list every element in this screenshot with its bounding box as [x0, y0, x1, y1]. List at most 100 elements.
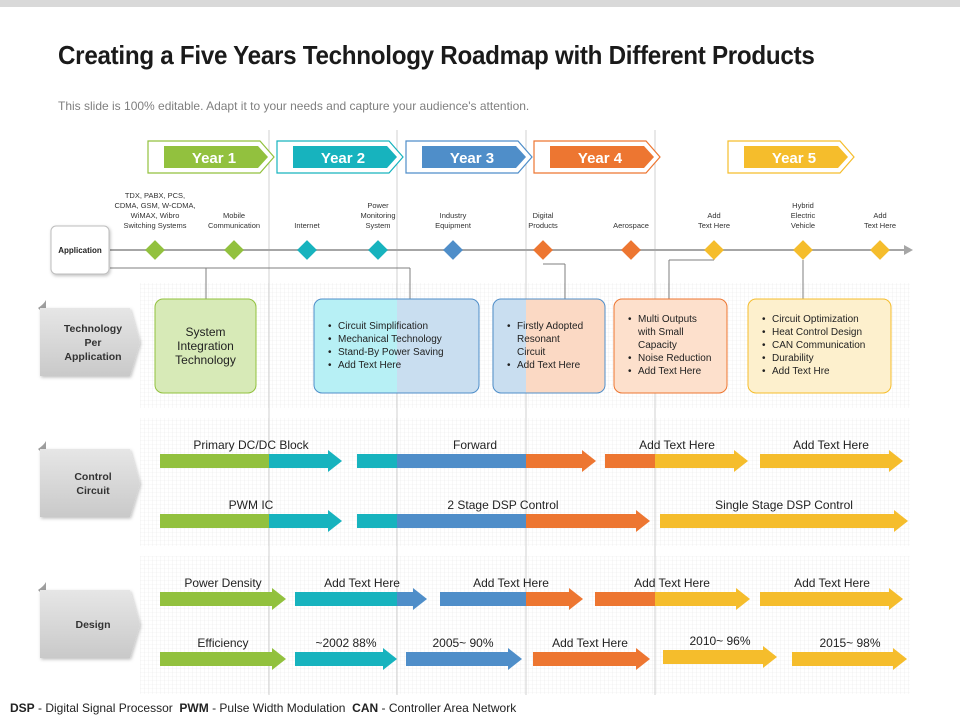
control-row1-arrow1 [160, 450, 342, 472]
tech-box-2: • Circuit Simplification • Mechanical Techn… [313, 298, 480, 394]
milestone-label: Communication [208, 221, 260, 230]
control-row2-label3: Single Stage DSP Control [715, 498, 853, 512]
design-row1-arrow5 [760, 588, 903, 610]
year-label: Year 4 [578, 150, 623, 167]
milestone-diamond [870, 240, 890, 260]
arrow-segment [406, 652, 508, 666]
design-row2-arrow4 [533, 648, 650, 670]
tech-box-text: System [185, 325, 225, 339]
arrow-segment [526, 454, 582, 468]
year-label: Year 5 [772, 150, 816, 167]
bullet-icon: • [328, 347, 332, 358]
milestone-label: Digital [533, 211, 554, 220]
tech-box-5: • Circuit Optimization • Heat Control Desig… [747, 298, 892, 394]
tech-box-item: with Small [637, 327, 684, 338]
bullet-icon: • [762, 366, 766, 377]
year-arrow-fill [164, 146, 268, 168]
footnote-text-can: - Controller Area Network [378, 701, 517, 715]
milestone-diamond [621, 240, 641, 260]
tech-box-item: Multi Outputs [638, 314, 697, 325]
bullet-icon: • [628, 366, 632, 377]
tech-box-right-fill [526, 299, 605, 393]
arrow-segment [295, 652, 383, 666]
year-label: Year 3 [450, 150, 494, 167]
footnote-text-pwm: - Pulse Width Modulation [208, 701, 353, 715]
design-row2-label5: 2010~ 96% [689, 634, 750, 648]
design-row1-label1: Power Density [184, 576, 261, 590]
page-subtitle: This slide is 100% editable. Adapt it to… [58, 99, 530, 113]
section-tab-bg [40, 590, 140, 658]
milestone-label: System [365, 221, 390, 230]
control-row1-label4: Add Text Here [793, 438, 869, 452]
arrow-head [569, 588, 583, 610]
year-arrow-fill [550, 146, 654, 168]
arrow-segment [397, 514, 526, 528]
section-technology-tab: Technology Per Application [38, 300, 140, 376]
grid-panel-design [140, 556, 910, 694]
arrow-segment [397, 454, 526, 468]
bullet-icon: • [628, 353, 632, 364]
milestone-label: Products [528, 221, 558, 230]
arrow-segment [595, 592, 655, 606]
application-label: Application [58, 246, 102, 255]
control-row2-arrow1 [160, 510, 342, 532]
design-row2-arrow1 [160, 648, 286, 670]
tech-box-item: Add Text Here [338, 360, 402, 371]
bullet-icon: • [328, 360, 332, 371]
arrow-segment [526, 592, 569, 606]
tech-box-bg [613, 298, 728, 394]
arrow-head [272, 588, 286, 610]
arrow-head [636, 510, 650, 532]
arrow-segment [269, 454, 328, 468]
year-label: Year 2 [321, 150, 365, 167]
section-tab-label: Control [74, 471, 111, 483]
tech-box-bg [154, 298, 257, 394]
tech-box-item: Add Text Hre [772, 366, 830, 377]
tech-box-border [492, 298, 606, 394]
design-row2-arrow6 [792, 648, 907, 670]
bullet-icon: • [762, 314, 766, 325]
arrow-head [763, 646, 777, 668]
control-row2-arrow2 [357, 510, 650, 532]
control-row2-label2: 2 Stage DSP Control [447, 498, 558, 512]
control-row1-label2: Forward [453, 438, 497, 452]
year-1-arrow: Year 1 [147, 140, 275, 174]
tech-box-item: Heat Control Design [772, 327, 862, 338]
milestone-label: Mobile [223, 211, 245, 220]
tech-box-text: Integration [177, 339, 234, 353]
arrow-head [383, 648, 397, 670]
arrow-segment [160, 514, 269, 528]
arrow-segment [526, 514, 636, 528]
milestone-label: Add [707, 211, 720, 220]
tech-box-item: Firstly Adopted [517, 321, 583, 332]
design-row2-label1: Efficiency [197, 636, 248, 650]
arrow-segment [440, 592, 526, 606]
design-row2-label3: 2005~ 90% [432, 636, 493, 650]
design-row2-label4: Add Text Here [552, 636, 628, 650]
footnote-text-dsp: - Digital Signal Processor [34, 701, 180, 715]
arrow-head [889, 450, 903, 472]
milestone-label: Vehicle [791, 221, 815, 230]
milestone-label: Hybrid [792, 201, 814, 210]
milestone-label: Aerospace [613, 221, 649, 230]
tech-box-border [313, 298, 480, 394]
top-bar [0, 0, 960, 7]
arrow-head [894, 510, 908, 532]
section-control-tab: Control Circuit [38, 441, 140, 517]
footnote-abbr-pwm: PWM [179, 701, 209, 715]
arrow-segment [533, 652, 636, 666]
milestone-diamond [224, 240, 244, 260]
milestone-label: Equipment [435, 221, 472, 230]
control-row1-arrow2 [357, 450, 596, 472]
footnote-abbr-can: CAN [352, 701, 379, 715]
section-tab-label: Application [64, 351, 121, 363]
milestone-label: Switching Systems [124, 221, 187, 230]
control-row1-arrow4 [760, 450, 903, 472]
arrow-segment [760, 592, 889, 606]
section-design-tab: Design [38, 582, 140, 658]
section-tab-bg [40, 308, 140, 376]
arrow-segment [605, 454, 655, 468]
design-row2-label6: 2015~ 98% [819, 636, 880, 650]
